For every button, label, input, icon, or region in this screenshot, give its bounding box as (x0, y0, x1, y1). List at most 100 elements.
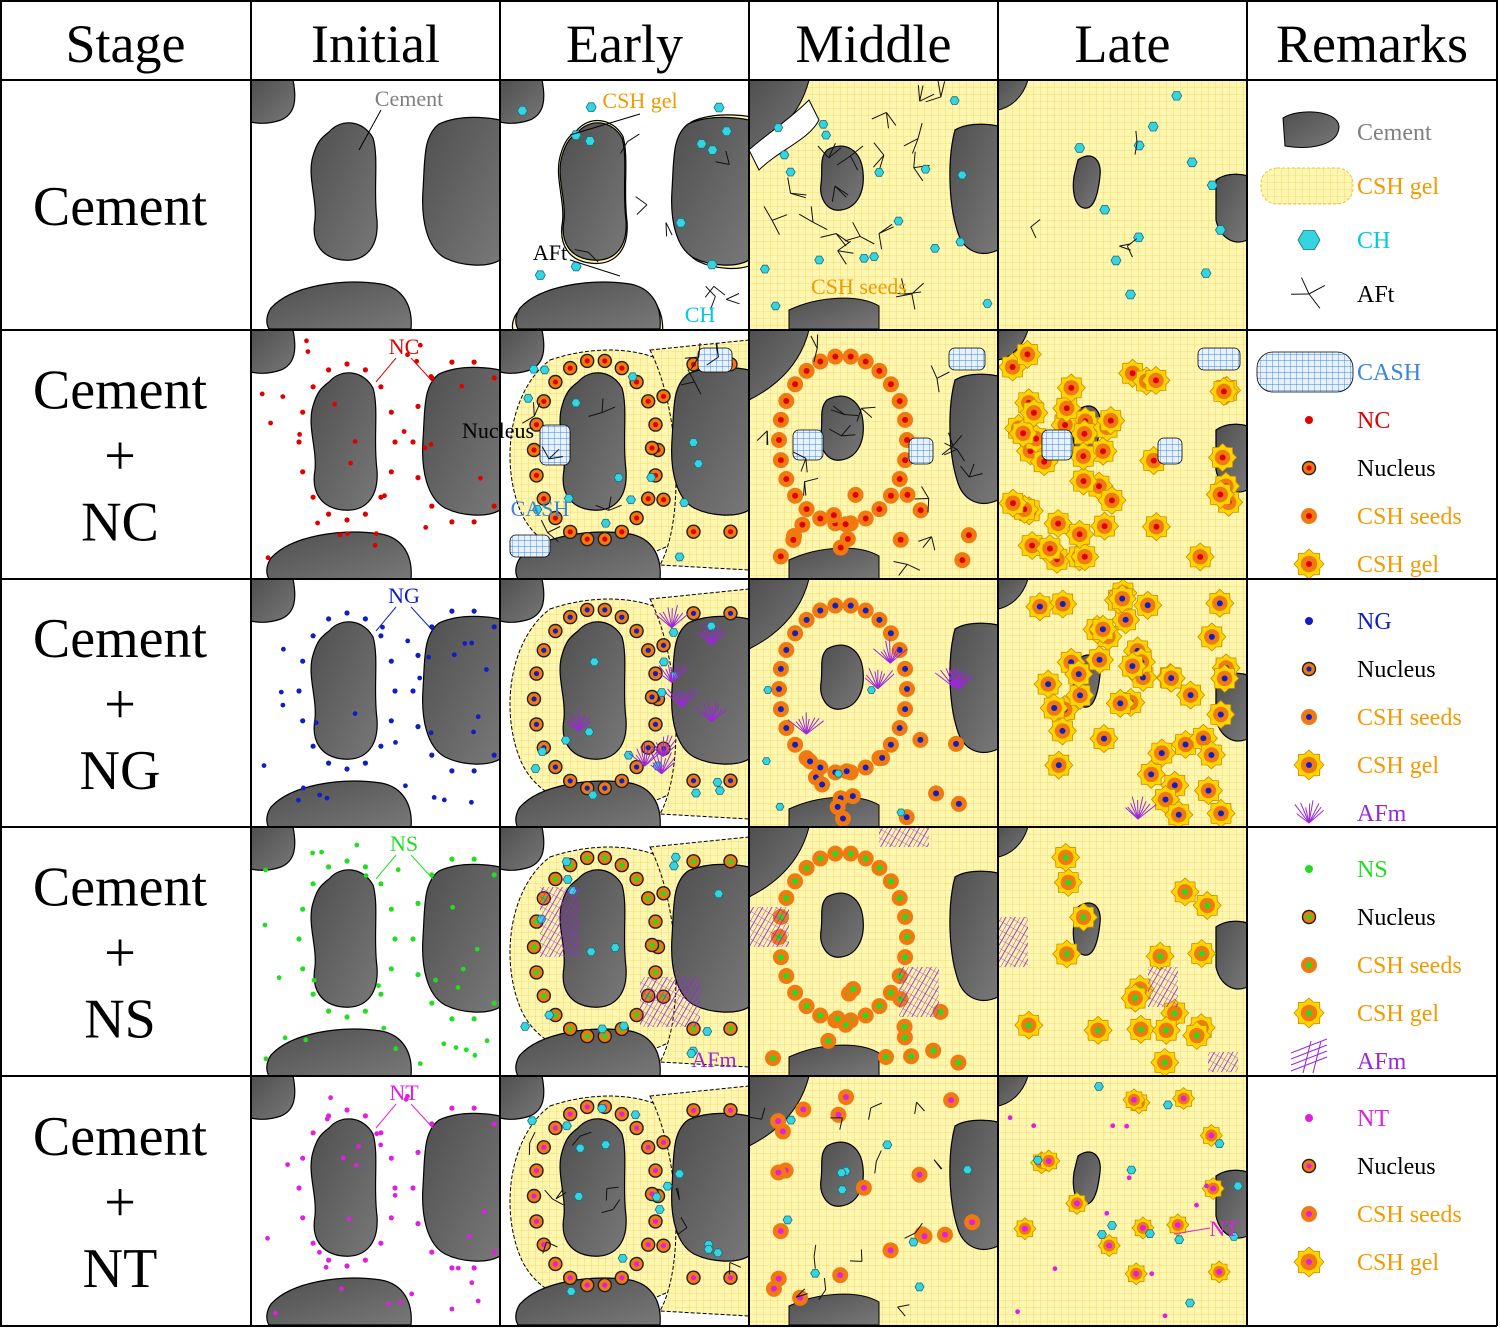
nano-core (541, 398, 547, 404)
nano-core (849, 793, 856, 800)
header-row: Stage Initial Early Middle Late Remarks (66, 14, 1468, 74)
aft-needle (940, 81, 946, 98)
nano-core (1182, 888, 1189, 895)
nano-core (1216, 600, 1223, 607)
row-label-ng: + (104, 674, 136, 736)
aft-needle (690, 356, 700, 370)
nano-core (776, 437, 782, 443)
ch-crystal (571, 398, 581, 408)
afm-crystal (654, 613, 673, 629)
aft-needle (588, 412, 603, 417)
aft-needle (913, 151, 916, 168)
legend-label: AFm (1357, 801, 1407, 827)
aft-needle (968, 463, 975, 478)
legend-label: CSH seeds (1357, 953, 1462, 979)
ch-crystal (818, 120, 829, 129)
nano-particle (393, 1046, 399, 1052)
afm-crystal (661, 762, 675, 775)
afm-crystal (578, 720, 592, 732)
nano-particle (344, 610, 350, 616)
aft-needle (828, 147, 842, 159)
ch-crystal (618, 1021, 629, 1031)
nano-core (1020, 430, 1027, 437)
afm-crystal (640, 746, 646, 767)
nano-core (862, 1012, 869, 1019)
aft-needle (861, 406, 876, 409)
nano-core (552, 876, 558, 882)
nano-core (1158, 750, 1165, 757)
aft-needle (793, 451, 807, 459)
aft-needle (587, 251, 599, 263)
nano-particle (372, 542, 378, 548)
nano-core (619, 529, 625, 535)
ch-crystal (1126, 1165, 1137, 1175)
afm-crystal (662, 736, 665, 757)
row-label-ns: NS (84, 989, 156, 1051)
legend-label: Cement (1357, 120, 1432, 146)
nano-core (839, 815, 846, 822)
aft-needle (1301, 277, 1310, 295)
aft-needle (828, 428, 842, 437)
aft-needle (941, 445, 954, 456)
remarks-legend: Cement CSH gel CH AFt CASH NC Nucleus CSH seeds… (1256, 111, 1462, 1278)
aft-needle (948, 432, 954, 447)
cement-particle (500, 579, 545, 623)
afm-crystal (805, 717, 816, 735)
afm-crystal (883, 649, 891, 664)
aft-needle (636, 204, 648, 215)
cement-particle (788, 547, 880, 579)
nano-particle (262, 922, 268, 928)
nano-core (862, 515, 869, 522)
cement-particle (310, 621, 378, 760)
aft-needle (606, 1186, 619, 1190)
afm-crystal (885, 640, 891, 664)
nano-core (1171, 1010, 1178, 1017)
annotations-ng: NG (375, 583, 434, 632)
leader-line (410, 606, 434, 632)
ch-crystal (566, 1287, 577, 1296)
aft-needle (694, 381, 702, 395)
nano-core (834, 803, 841, 810)
legend-label: AFt (1357, 282, 1395, 308)
afm-hatch (1208, 1052, 1238, 1072)
aft-needle (916, 1101, 925, 1112)
nano-core (819, 781, 826, 788)
legend-item-nano: NC (1305, 408, 1390, 434)
nano-particle (265, 1235, 270, 1241)
cement-particle (310, 1118, 378, 1257)
nano-core (779, 1128, 786, 1135)
nano-particle (401, 429, 407, 434)
nano-particle (332, 401, 337, 407)
afm-crystal (948, 667, 955, 688)
nano-core (727, 610, 734, 616)
aft-needle (897, 1304, 910, 1308)
nano-particle (433, 977, 438, 983)
nano-core (541, 647, 547, 653)
nano-particle (471, 768, 477, 774)
ch-crystal (530, 764, 541, 773)
afm-crystal (865, 674, 879, 690)
afm-crystal (934, 672, 955, 688)
nano-particle (296, 688, 302, 694)
nano-particle (467, 1234, 472, 1239)
cement-particle (559, 122, 627, 261)
ch-crystal (869, 252, 880, 262)
cash-phase (1197, 347, 1241, 371)
nano-core (1221, 675, 1228, 682)
cement-particle (515, 281, 661, 329)
nano-core (937, 1008, 944, 1015)
ch-crystal (597, 1104, 607, 1113)
afm-crystal (652, 762, 662, 775)
ch-crystal (584, 136, 596, 146)
cement-particle (251, 579, 296, 623)
panel-ns-middle (749, 827, 998, 1076)
row-label-cement: Cement (33, 176, 208, 238)
aft-needle (601, 398, 604, 413)
nano-core (850, 986, 857, 993)
nano-particle (315, 520, 320, 526)
nano-core (602, 536, 608, 542)
nano-core (727, 1026, 734, 1032)
ch-crystal (570, 261, 582, 272)
nano-core (1122, 616, 1129, 623)
